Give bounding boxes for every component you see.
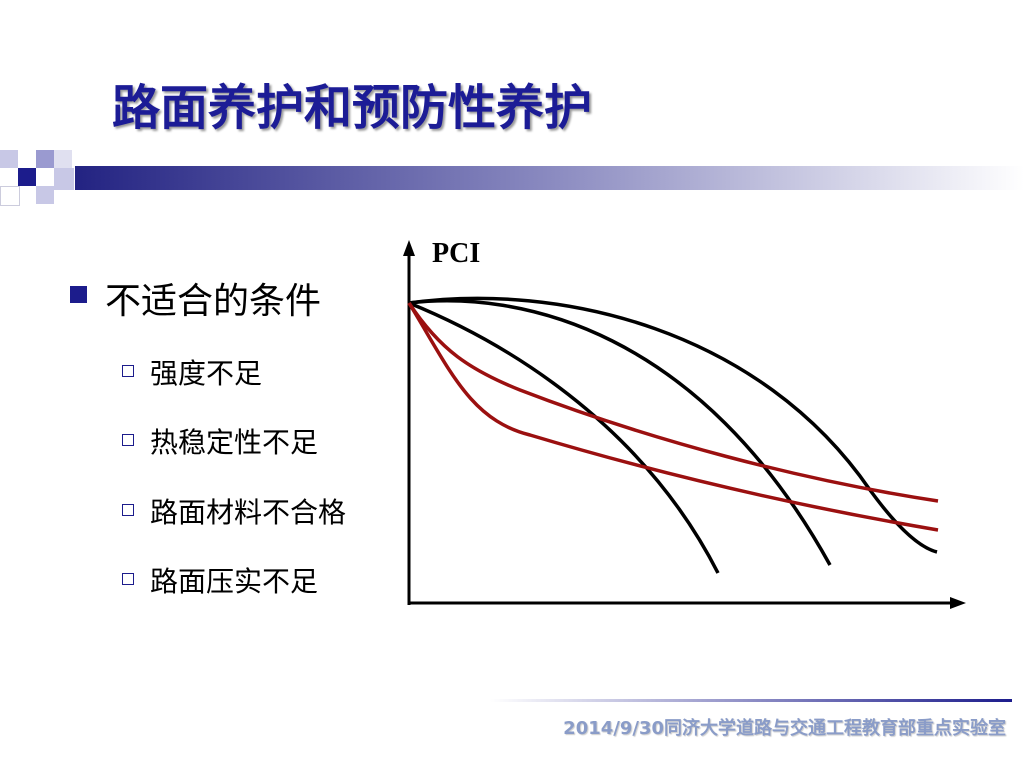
sub-bullet-marker [122, 573, 134, 585]
footer-org: 同济大学道路与交通工程教育部重点实验室 [664, 718, 1006, 739]
curve [408, 296, 938, 554]
arrow [403, 240, 415, 256]
footer: 2014/9/30同济大学道路与交通工程教育部重点实验室 [563, 714, 1006, 740]
footer-date: 2014/9/30 [563, 718, 664, 739]
curve [408, 301, 720, 574]
sub-bullet-text: 路面材料不合格 [150, 496, 347, 529]
bullet-text: 不适合的条件 [105, 281, 322, 322]
bullet-marker [70, 286, 87, 303]
y-axis-label: PCI [432, 238, 480, 269]
decor [36, 186, 54, 204]
sub-bullet-marker [122, 365, 134, 377]
decor [18, 168, 36, 186]
sub-bullet-text: 强度不足 [150, 357, 263, 390]
sub-bullet-marker [122, 434, 134, 446]
sub-bullet-text: 路面压实不足 [150, 565, 319, 598]
footer-line [490, 699, 1012, 702]
arrow [950, 597, 966, 609]
decor [36, 150, 54, 168]
curve [407, 302, 939, 532]
curve [408, 299, 832, 566]
sub-bullet-text: 热稳定性不足 [150, 426, 319, 459]
title: 路面养护和预防性养护 [112, 80, 593, 136]
decor [54, 150, 72, 168]
curve [407, 302, 939, 503]
title-bar [75, 166, 1024, 190]
decor [0, 186, 20, 206]
sub-bullet-marker [122, 504, 134, 516]
decor [0, 150, 18, 168]
decor [54, 168, 74, 190]
